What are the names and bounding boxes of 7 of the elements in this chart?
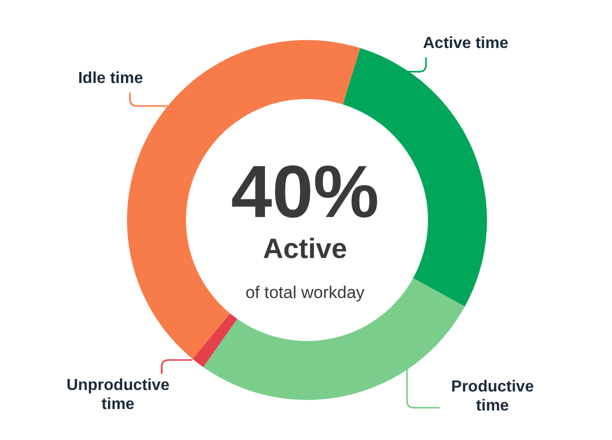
slice-label: Idle time bbox=[78, 70, 144, 87]
text: of total workday bbox=[245, 283, 366, 302]
slice-label: Productive time bbox=[451, 378, 534, 415]
text: Active bbox=[262, 233, 348, 264]
slice-label: Active time bbox=[423, 35, 508, 52]
text: 40% bbox=[230, 150, 380, 233]
slice-label: Unproductive time bbox=[66, 377, 170, 413]
